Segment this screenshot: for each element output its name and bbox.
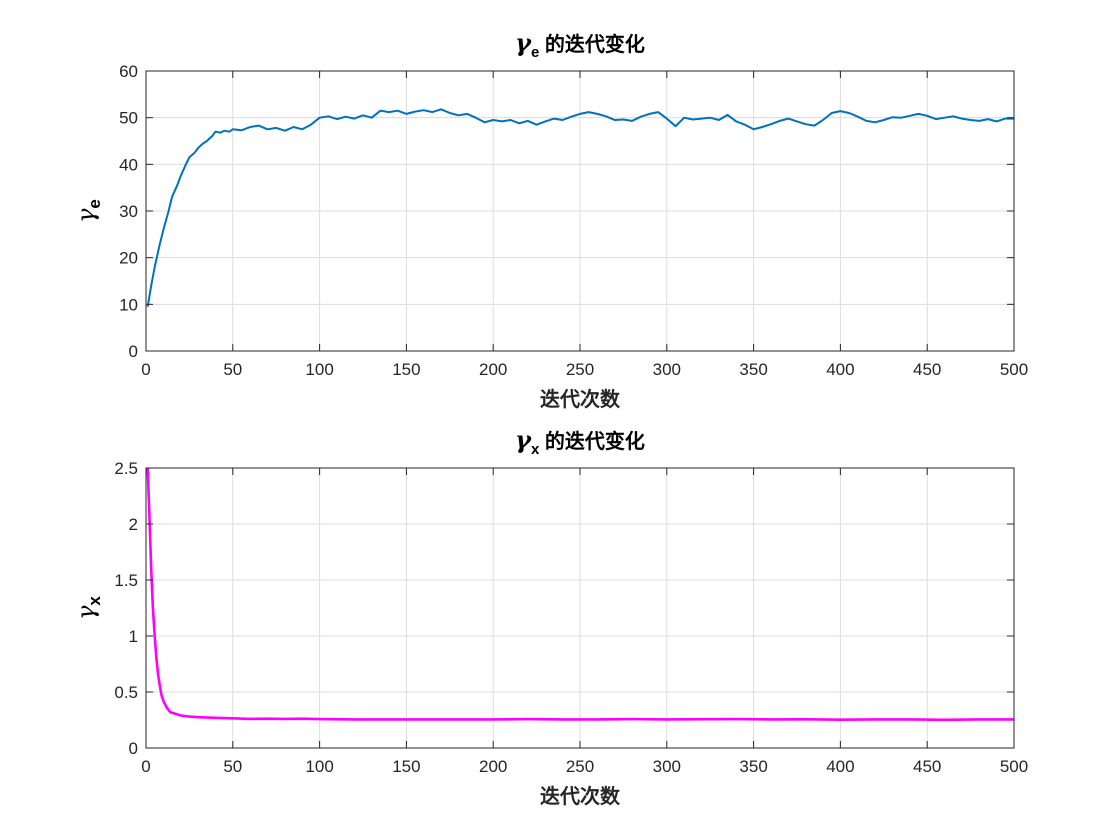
chart-gamma-x: 0 50 100 150 200 250 300 350 400 450 500 0 0.5 1 1.5 2 2…	[72, 425, 1028, 808]
title-symbol: γ	[515, 28, 532, 57]
series-layer	[146, 108, 1014, 307]
y-tick-label: 2	[129, 515, 138, 534]
x-tick-label: 300	[653, 757, 681, 776]
y-tick-label: 1	[129, 627, 138, 646]
y-tick-label: 0	[129, 739, 138, 758]
chart-title: γe 的迭代变化	[515, 28, 645, 61]
x-tick-label: 200	[479, 360, 507, 379]
y-axis-subscript: e	[85, 199, 104, 208]
ticks: 0 50 100 150 200 250 300 350 400 450 500 0 10 20 30 40 5…	[119, 62, 1028, 379]
title-subscript: x	[531, 441, 540, 458]
x-tick-label: 400	[826, 757, 854, 776]
ticks: 0 50 100 150 200 250 300 350 400 450 500 0 0.5 1 1.5 2 2…	[114, 459, 1028, 776]
y-tick-label: 50	[119, 109, 138, 128]
y-axis-symbol: γ	[72, 605, 100, 620]
series-layer	[146, 467, 1014, 722]
y-tick-label: 30	[119, 202, 138, 221]
series-line	[146, 467, 1014, 722]
y-axis-symbol: γ	[72, 208, 100, 223]
x-tick-label: 500	[1000, 360, 1028, 379]
y-tick-label: 20	[119, 249, 138, 268]
y-tick-label: 40	[119, 155, 138, 174]
x-tick-label: 100	[305, 360, 333, 379]
x-tick-label: 0	[141, 757, 150, 776]
y-tick-label: 2.5	[114, 459, 138, 478]
x-tick-label: 50	[223, 360, 242, 379]
title-text: 的迭代变化	[539, 429, 645, 453]
x-tick-label: 300	[653, 360, 681, 379]
series-line	[146, 108, 1014, 307]
x-tick-label: 450	[913, 757, 941, 776]
x-tick-label: 250	[566, 360, 594, 379]
y-tick-label: 1.5	[114, 571, 138, 590]
y-axis-label: γe	[72, 199, 104, 223]
x-tick-label: 400	[826, 360, 854, 379]
y-tick-label: 10	[119, 295, 138, 314]
x-tick-label: 350	[739, 360, 767, 379]
x-tick-label: 0	[141, 360, 150, 379]
x-tick-label: 200	[479, 757, 507, 776]
x-tick-label: 250	[566, 757, 594, 776]
title-subscript: e	[531, 44, 539, 61]
x-axis-label: 迭代次数	[540, 387, 621, 411]
x-axis-label: 迭代次数	[540, 784, 621, 808]
title-symbol: γ	[515, 425, 532, 454]
x-tick-label: 350	[739, 757, 767, 776]
x-tick-label: 150	[392, 360, 420, 379]
y-axis-label: γx	[72, 596, 104, 620]
x-tick-label: 150	[392, 757, 420, 776]
x-tick-label: 450	[913, 360, 941, 379]
chart-title: γx 的迭代变化	[515, 425, 645, 458]
y-axis-subscript: x	[85, 596, 104, 606]
chart-gamma-e: 0 50 100 150 200 250 300 350 400 450 500 0 10 20 30 40 5…	[72, 28, 1028, 411]
x-tick-label: 100	[305, 757, 333, 776]
x-tick-label: 50	[223, 757, 242, 776]
y-tick-label: 0	[129, 342, 138, 361]
y-tick-label: 60	[119, 62, 138, 81]
x-tick-label: 500	[1000, 757, 1028, 776]
title-text: 的迭代变化	[539, 32, 645, 56]
y-tick-label: 0.5	[114, 683, 138, 702]
